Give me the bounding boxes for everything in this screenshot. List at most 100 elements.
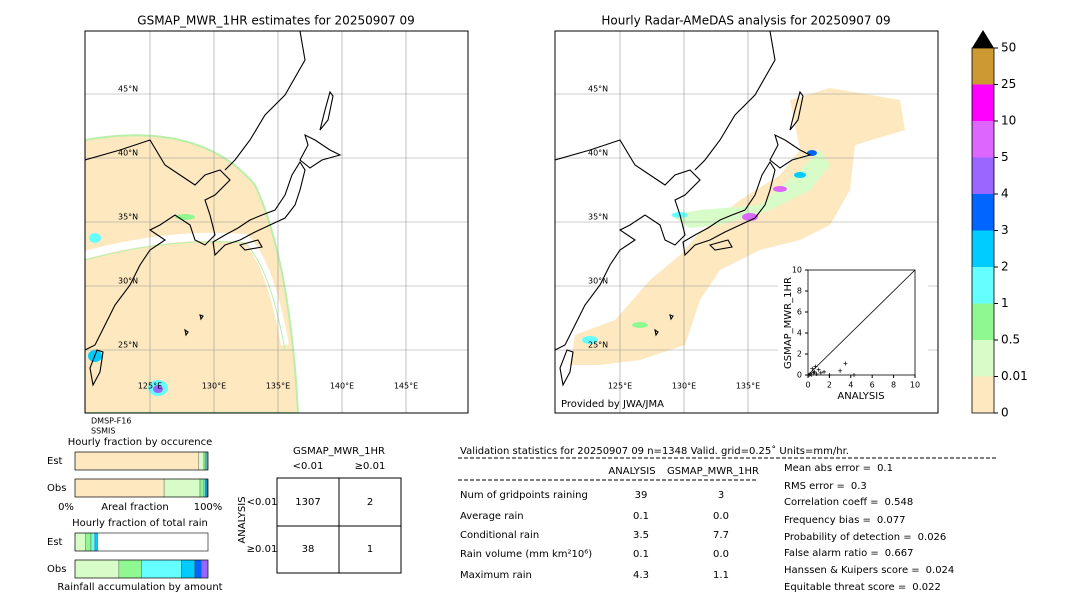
score-label: Mean abs error = [784,463,871,474]
colorbar-swatch [972,121,994,158]
score-label: Probability of detection = [784,532,912,543]
score-value: 0.022 [912,582,941,593]
score-label: Correlation coeff = [784,497,879,508]
score-label: Hanssen & Kuipers score = [784,565,920,576]
lat-label: 35°N [588,213,608,222]
lat-label: 25°N [588,341,608,350]
colorbar-extend [972,30,994,48]
stat-label: Conditional rain [460,530,539,541]
stat-value: 0.1 [633,511,649,522]
scatter-point [812,369,817,374]
lat-label: 40°N [588,149,608,158]
colorbar-label: 0 [1001,406,1009,420]
colorbar-swatch [972,340,994,377]
stat-label: Average rain [460,511,524,522]
lon-label: 135°E [266,382,290,391]
map-title: Hourly Radar-AMeDAS analysis for 2025090… [601,14,890,28]
score-value: 0.3 [851,481,867,492]
scatter-point [810,366,815,371]
colorbar-swatch [972,48,994,85]
colorbar-label: 3 [1001,223,1009,237]
lat-label: 30°N [118,277,138,286]
bar-frame [74,478,209,498]
score-value: 0.026 [918,532,947,543]
x-tick-label: 6 [870,381,875,390]
y-tick-label: 2 [797,350,802,359]
scatter-point [816,367,821,372]
bar-frame [74,532,209,552]
scatter-point [843,361,848,366]
fraction-segment [74,451,199,471]
scatter-point [813,364,818,369]
stat-value: 7.7 [713,530,729,541]
score-value: 0.667 [885,548,914,559]
lat-label: 45°N [588,85,608,94]
fraction-segment [90,532,96,552]
colorbar: 0 0.01 0.5 1 2 3 4 5 10 25 50 [971,30,1028,420]
axis-label: Areal fraction [101,502,168,513]
right-map [554,30,939,414]
colorbar-swatch [972,157,994,194]
x-tick-label: 8 [891,381,896,390]
bar-frame [74,451,209,471]
scatter-point [822,369,827,374]
scatter-point [852,373,857,377]
scatter-point [814,371,819,376]
axis-label: Rainfall accumulation by amount [57,582,222,593]
fraction-segment [74,478,165,498]
x-tick-label: 4 [848,381,853,390]
score-label: RMS error = [784,481,845,492]
colorbar-swatch [972,230,994,267]
fraction-segment [141,559,182,579]
fraction-segment [94,532,98,552]
axis-label: 100% [194,502,223,513]
sensor: SSMIS [91,427,116,436]
score-value: 0.548 [885,497,914,508]
stat-value: 0.0 [713,549,729,560]
left-map [84,30,469,414]
lat-label: 30°N [588,277,608,286]
credit: Provided by JWA/JMA [561,399,664,410]
lon-label: 125°E [608,382,632,391]
stat-value: 1.1 [713,570,729,581]
fraction-segment [163,478,201,498]
x-tick-label: 0 [805,381,810,390]
lon-label: 135°E [736,382,760,391]
stat-value: 3 [718,490,724,501]
colorbar-label: 25 [1001,77,1016,91]
contingency-grid [276,477,402,574]
stat-label: Maximum rain [460,570,532,581]
y-tick-label: 0 [797,371,802,380]
fraction-segment [74,532,86,552]
scatter-point [809,373,814,377]
stat-value: 0.1 [633,549,649,560]
fraction-segment [74,559,120,579]
row-label: Obs [47,483,66,494]
y-tick-label: 10 [792,266,802,275]
y-tick-label: 4 [797,329,802,338]
scatter-point [818,370,823,375]
stat-label: Rain volume (mm km²10⁶) [460,549,592,560]
colorbar-label: 5 [1001,150,1009,164]
stat-value: 0.0 [713,511,729,522]
row-label: ≥0.01 [247,544,278,555]
colorbar-label: 1 [1001,296,1009,310]
colorbar-label: 0.5 [1001,333,1020,347]
panel-title: Hourly fraction by occurence [68,437,212,448]
row-label: Est [47,537,63,548]
y-tick-label: 6 [797,308,802,317]
fraction-segment [199,478,205,498]
lat-label: 35°N [118,213,138,222]
score-value: 0.077 [877,515,906,526]
fraction-segment [118,559,142,579]
lat-label: 25°N [118,341,138,350]
table-title: GSMAP_MWR_1HR [293,446,385,457]
scatter-point [838,368,843,373]
stats-title: Validation statistics for 20250907 09 n=… [460,445,849,457]
col-header: GSMAP_MWR_1HR [667,466,759,477]
row-title: ANALYSIS [237,496,248,543]
cell-value: 1307 [295,497,320,508]
colorbar-swatch [972,267,994,304]
x-tick-label: 10 [910,381,920,390]
